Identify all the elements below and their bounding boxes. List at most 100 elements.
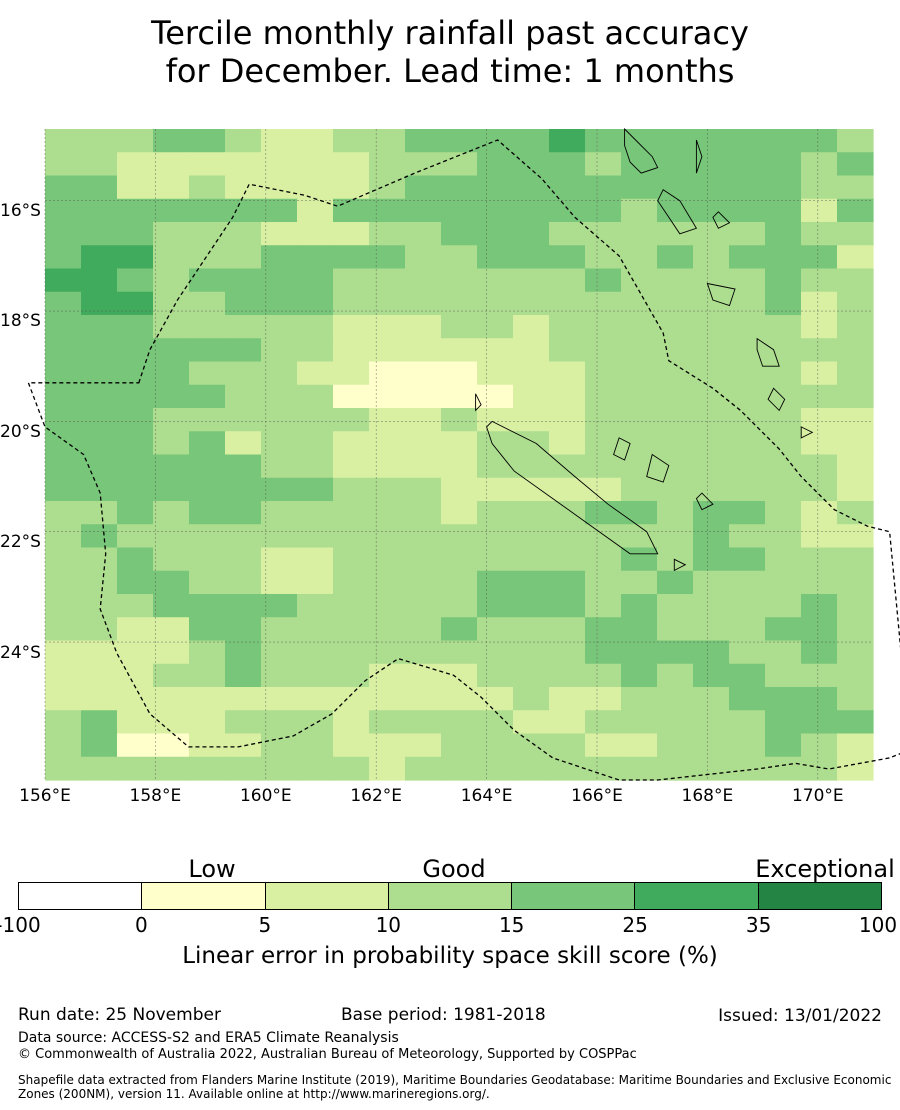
island-outline [673,558,687,572]
skill-cell [549,594,586,618]
skill-cell [369,129,406,153]
skill-cell [801,175,838,200]
skill-cell [837,245,874,270]
skill-cell [477,152,514,177]
skill-cell [837,315,874,339]
skill-cell [837,756,874,781]
skill-cell [153,245,190,270]
skill-cell [297,477,334,502]
skill-cell [369,268,406,293]
skill-cell [45,477,82,502]
skill-cell [333,733,370,758]
coastlines [475,127,814,572]
skill-cell [405,408,442,432]
skill-cell [297,291,334,316]
skill-cell [729,477,766,502]
skill-cell [801,152,838,177]
skill-cell [333,547,370,572]
skill-cell [117,175,154,200]
skill-cell [405,361,442,386]
colorbar-tick: 100 [858,913,898,937]
skill-cell [549,129,586,153]
skill-cell [297,501,334,525]
skill-cell [657,384,694,409]
skill-cell [801,687,838,711]
skill-cell [513,524,550,549]
skill-cell [441,152,478,177]
skill-cell [405,129,442,153]
skill-cell [333,245,370,270]
skill-cell [117,547,154,572]
skill-cell [837,710,874,735]
skill-cell [837,431,874,456]
skill-cell [261,198,298,223]
skill-cell [549,524,586,549]
skill-cell [513,710,550,735]
skill-cell [153,687,190,711]
skill-cell [117,198,154,223]
skill-cell [117,640,154,665]
skill-cell [441,222,478,246]
skill-cell [333,501,370,525]
lon-label-156: 156°E [19,786,71,806]
skill-cell [153,198,190,223]
skill-cell [765,431,802,456]
skill-cell [81,594,118,618]
skill-cell [477,291,514,316]
skill-cell [693,454,730,479]
skill-cell [261,361,298,386]
skill-cell [621,570,658,595]
skill-cell [441,361,478,386]
skill-cell [189,454,226,479]
skill-cell [801,268,838,293]
skill-cell [225,501,262,525]
skill-cell [477,222,514,246]
skill-cell [369,338,406,363]
skill-cell [45,175,82,200]
skill-cell [657,687,694,711]
skill-cell [441,338,478,363]
skill-cell [225,431,262,456]
lon-label-164: 164°E [460,786,513,806]
skill-cell [477,617,514,642]
skill-cell [405,733,442,758]
skill-cell [477,268,514,293]
skill-cell [585,687,622,711]
skill-cell [513,222,550,246]
skill-cell [117,431,154,456]
skill-cell [405,315,442,339]
skill-cell [837,291,874,316]
skill-cell [189,315,226,339]
skill-cell [297,617,334,642]
skill-cell [189,570,226,595]
skill-cell [585,733,622,758]
skill-cell [45,756,82,781]
skill-cell [405,710,442,735]
skill-cell [801,617,838,642]
skill-cell [513,547,550,572]
skill-cell [513,245,550,270]
skill-cell [765,198,802,223]
skill-cell [837,687,874,711]
skill-cell [117,315,154,339]
skill-cell [225,687,262,711]
skill-cell [405,454,442,479]
skill-cell [729,640,766,665]
skill-cell [225,245,262,270]
skill-cell [765,501,802,525]
skill-cell [801,454,838,479]
skill-cell [693,524,730,549]
skill-cell [225,315,262,339]
skill-cell [657,640,694,665]
skill-cell [261,733,298,758]
skill-cell [801,129,838,153]
skill-cell [261,454,298,479]
skill-cell [657,477,694,502]
skill-cell [153,570,190,595]
skill-cell [369,710,406,735]
skill-cell [477,594,514,618]
skill-cell [261,547,298,572]
shapefile-credit-line-2: Zones (200NM), version 11. Available onl… [18,1087,490,1101]
skill-cell [225,384,262,409]
skill-cell [225,733,262,758]
